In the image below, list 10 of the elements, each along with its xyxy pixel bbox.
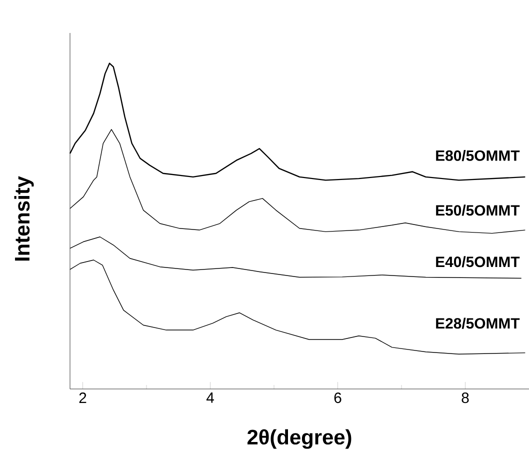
x-tick-label: 6 bbox=[334, 392, 342, 404]
series-label: E80/5OMMT bbox=[436, 150, 520, 162]
x-axis-title: 2θ(degree) bbox=[247, 429, 352, 449]
series-label: E40/5OMMT bbox=[436, 256, 520, 268]
series-label: E50/5OMMT bbox=[436, 204, 520, 216]
x-tick-label: 2 bbox=[79, 392, 86, 403]
x-tick-label: 4 bbox=[206, 392, 214, 403]
x-tick-label: 8 bbox=[462, 392, 469, 404]
series-label: E28/5OMMT bbox=[436, 318, 520, 329]
y-axis-title: Intensity bbox=[14, 176, 34, 261]
